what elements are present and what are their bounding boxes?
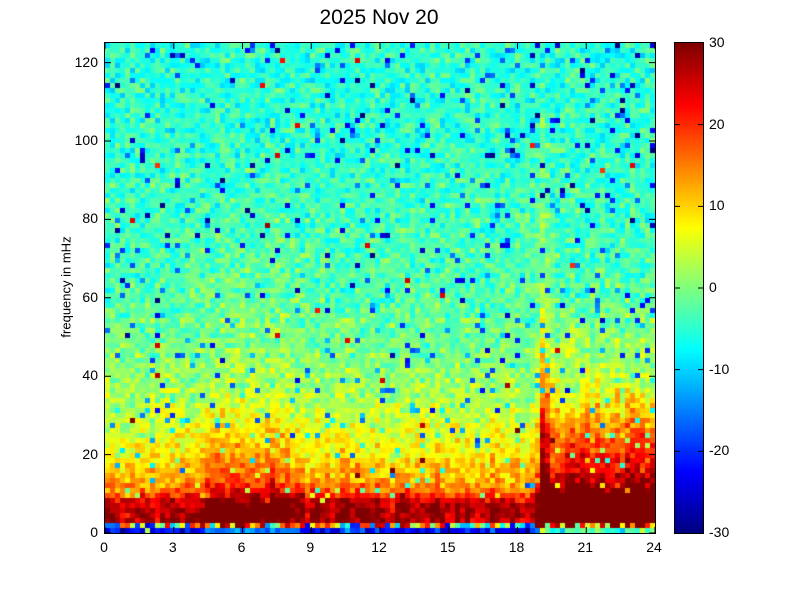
colorbar-tick-label-30: 30 — [709, 34, 725, 50]
x-tick-label-3: 3 — [168, 539, 177, 555]
spectrogram-heatmap — [105, 43, 655, 533]
colorbar-tick-label--20: -20 — [709, 442, 730, 459]
y-tick-label-120: 120 — [74, 53, 98, 70]
y-tick-label-40: 40 — [82, 367, 98, 384]
plot-area — [104, 42, 656, 534]
colorbar-tick-label--30: -30 — [709, 524, 730, 540]
x-tick-label-0: 0 — [100, 539, 108, 555]
y-tick-label-0: 0 — [90, 524, 98, 540]
colorbar-tick-label-20: 20 — [709, 115, 725, 132]
x-tick-label-9: 9 — [306, 539, 315, 555]
y-tick-label-20: 20 — [82, 445, 98, 462]
x-tick-label-24: 24 — [646, 539, 662, 555]
y-axis-label: frequency in mHz — [58, 236, 74, 338]
colorbar-tick-label--10: -10 — [709, 360, 730, 377]
colorbar-tick-label-10: 10 — [709, 197, 725, 214]
x-tick-label-6: 6 — [237, 539, 246, 555]
y-tick-label-100: 100 — [74, 132, 98, 148]
y-tick-label-80: 80 — [82, 210, 98, 227]
x-tick-label-15: 15 — [439, 539, 456, 555]
x-tick-label-21: 21 — [577, 539, 594, 555]
y-tick-label-60: 60 — [82, 288, 98, 305]
colorbar-ticks-overlay — [675, 124, 703, 452]
x-tick-label-12: 12 — [371, 539, 387, 555]
colorbar — [674, 42, 704, 534]
colorbar-tick-label-0: 0 — [709, 279, 717, 295]
x-tick-label-18: 18 — [508, 539, 525, 555]
chart-title: 2025 Nov 20 — [319, 6, 439, 29]
